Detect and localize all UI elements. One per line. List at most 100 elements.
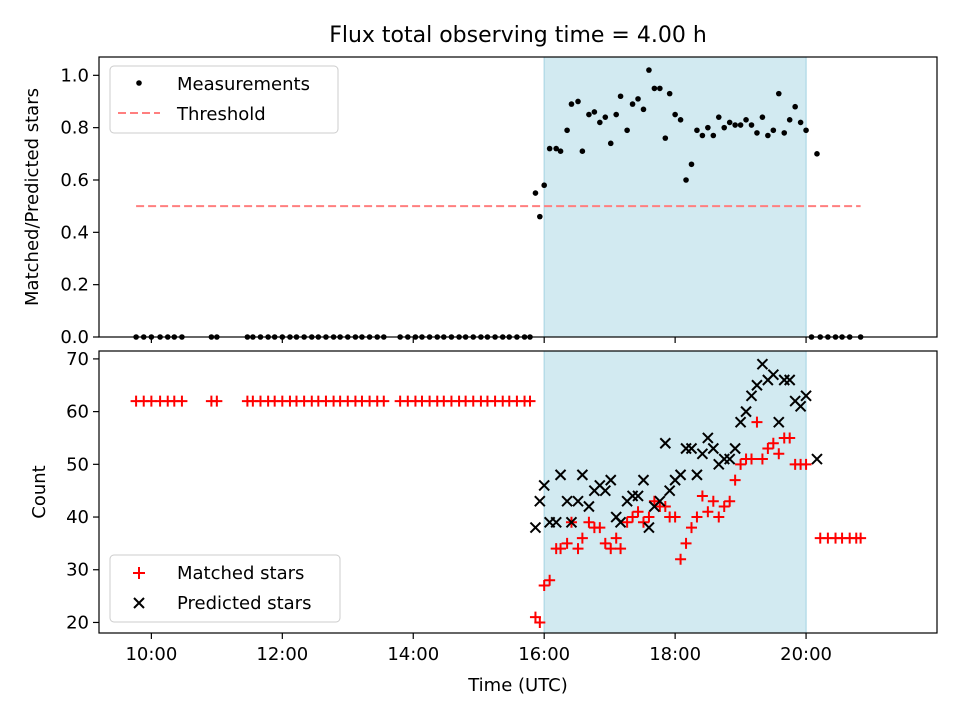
- legend-threshold-label: Threshold: [176, 104, 266, 125]
- matched-stars-point: [729, 474, 741, 486]
- measurement-point: [726, 119, 733, 126]
- matched-stars-point: [643, 511, 655, 523]
- measurement-point: [721, 124, 728, 131]
- measurement-point: [694, 127, 700, 134]
- top-plot-frame: [98, 56, 938, 338]
- y-tick-label: 0.2: [60, 275, 89, 296]
- predicted-stars-point: [811, 453, 823, 465]
- top-legend-box: [109, 65, 339, 134]
- bottom-observing-window-shade: [543, 351, 807, 633]
- y-tick-label: 0.4: [60, 222, 89, 243]
- predicted-stars-point: [599, 484, 611, 497]
- x-tick-label: 20:00: [780, 644, 832, 665]
- measurement-point: [541, 182, 547, 189]
- matched-stars-point: [594, 522, 606, 534]
- matched-stars-point: [648, 495, 660, 507]
- predicted-stars-point: [614, 516, 627, 529]
- measurement-point: [797, 119, 804, 126]
- predicted-stars-point: [751, 379, 763, 391]
- predicted-stars-point: [565, 516, 578, 529]
- measurement-point: [759, 114, 766, 120]
- predicted-stars-point: [696, 448, 709, 460]
- y-tick-label: 0.6: [60, 170, 89, 191]
- predicted-stars-point: [538, 479, 550, 492]
- measurement-point: [737, 122, 744, 128]
- top-legend: Measurements Threshold: [109, 65, 339, 134]
- measurement-point: [553, 145, 559, 152]
- measurement-point: [629, 101, 636, 107]
- y-tick-label: 1.0: [60, 65, 89, 86]
- measurement-point: [613, 111, 620, 118]
- predicted-stars-point: [734, 416, 747, 428]
- matched-stars-point: [685, 522, 697, 534]
- y-tick-label: 0.0: [60, 327, 89, 348]
- predicted-stars-point: [534, 495, 546, 507]
- measurement-point: [640, 106, 647, 113]
- measurement-point: [602, 114, 609, 120]
- predicted-stars-point: [529, 521, 542, 534]
- y-tick-label: 50: [66, 454, 89, 475]
- matched-stars-point: [746, 453, 758, 465]
- predicted-stars-point: [674, 469, 687, 481]
- measurement-point: [586, 111, 592, 118]
- y-tick-label: 30: [66, 560, 89, 581]
- predicted-stars-point: [685, 442, 698, 455]
- predicted-stars-point: [605, 474, 617, 486]
- measurement-point: [657, 85, 663, 92]
- predicted-stars-point: [702, 432, 714, 444]
- matched-stars-point: [784, 432, 796, 444]
- predicted-stars-point: [561, 495, 573, 507]
- matched-stars-point: [696, 490, 708, 502]
- matched-stars-point: [610, 532, 622, 544]
- measurement-point: [748, 122, 755, 128]
- matched-stars-point: [583, 516, 595, 528]
- measurement-point: [688, 161, 695, 168]
- predicted-stars-point: [707, 442, 720, 455]
- matched-stars-point: [675, 553, 687, 565]
- shaded-region: [544, 351, 807, 633]
- matched-stars-point: [621, 516, 633, 528]
- matched-stars-point: [637, 516, 649, 528]
- legend-predicted-label: Predicted stars: [177, 593, 311, 614]
- predicted-stars-point: [637, 474, 650, 486]
- matched-stars-point: [735, 458, 747, 470]
- x-tick-label: 14:00: [387, 644, 439, 665]
- predicted-stars-point: [576, 469, 589, 481]
- measurement-point: [765, 132, 771, 139]
- predicted-stars-point: [583, 500, 595, 513]
- matched-stars-point: [773, 448, 785, 460]
- matched-stars-point: [632, 506, 644, 518]
- x-tick-label: 18:00: [649, 644, 701, 665]
- x-tick-label: 16:00: [518, 644, 570, 665]
- bottom-legend: Matched stars Predicted stars: [109, 554, 341, 623]
- measurement-point: [568, 101, 575, 107]
- measurement-point: [557, 148, 564, 155]
- measurement-point: [743, 117, 749, 123]
- predicted-stars-point: [745, 390, 758, 402]
- predicted-stars-point: [659, 437, 672, 449]
- measurement-point: [732, 122, 738, 128]
- measurement-point: [617, 93, 624, 100]
- legend-measurements-label: Measurements: [177, 74, 310, 95]
- measurement-point: [710, 132, 717, 139]
- measurement-point: [575, 98, 581, 105]
- predicted-stars-point: [729, 442, 741, 455]
- measurement-point: [792, 103, 798, 110]
- x-tick-label: 12:00: [256, 644, 308, 665]
- measurement-point: [597, 119, 603, 126]
- matched-stars-point: [538, 580, 550, 592]
- top-y-axis-label: Matched/Predicted stars: [22, 88, 43, 306]
- predicted-stars-point: [654, 495, 666, 507]
- top-chart-title: Flux total observing time = 4.00 h: [329, 23, 707, 48]
- measurement-point: [646, 67, 652, 73]
- measurement-point: [591, 109, 598, 115]
- matched-stars-point: [561, 537, 573, 549]
- legend-predicted-marker: [133, 597, 145, 609]
- bottom-legend-box: [109, 554, 341, 623]
- y-tick-label: 40: [66, 507, 89, 528]
- matched-stars-point: [576, 532, 588, 544]
- predicted-stars-point: [783, 374, 796, 386]
- bottom-y-axis-ticks: 20 30 40 50 60 70: [66, 349, 99, 633]
- matched-stars-point: [211, 395, 223, 407]
- measurement-point: [677, 117, 684, 123]
